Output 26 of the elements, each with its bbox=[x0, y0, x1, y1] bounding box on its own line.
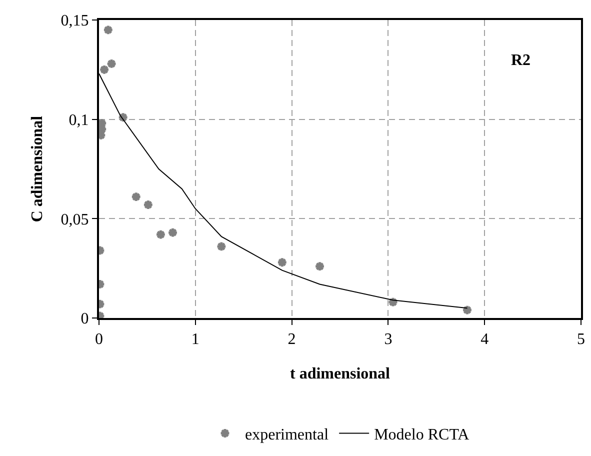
point bbox=[462, 304, 473, 316]
point bbox=[106, 58, 117, 70]
x-tick-label: 1 bbox=[191, 331, 200, 348]
x-tick-label: 5 bbox=[577, 331, 585, 348]
y-tick-label: 0,1 bbox=[68, 112, 89, 129]
point bbox=[99, 64, 110, 76]
annotation: R2 bbox=[511, 52, 531, 69]
point bbox=[314, 260, 326, 272]
legend-label: experimental bbox=[245, 426, 330, 444]
point bbox=[276, 256, 288, 268]
y-tick-label: 0 bbox=[80, 310, 89, 328]
point bbox=[142, 199, 154, 210]
y-tick-label: 0,05 bbox=[60, 211, 89, 228]
point bbox=[102, 24, 114, 36]
point bbox=[155, 229, 166, 240]
x-tick-label: 2 bbox=[288, 331, 296, 348]
legend-label: Modelo RCTA bbox=[374, 426, 470, 444]
x-tick-label: 4 bbox=[480, 331, 489, 348]
y-axis-title: C adimensional bbox=[29, 115, 46, 222]
point bbox=[216, 241, 227, 252]
x-axis-title: t adimensional bbox=[290, 365, 391, 382]
x-tick-label: 0 bbox=[95, 331, 103, 348]
x-tick-label: 3 bbox=[384, 331, 392, 348]
point bbox=[130, 191, 142, 202]
y-tick-label: 0,15 bbox=[60, 12, 89, 30]
point bbox=[167, 227, 178, 238]
